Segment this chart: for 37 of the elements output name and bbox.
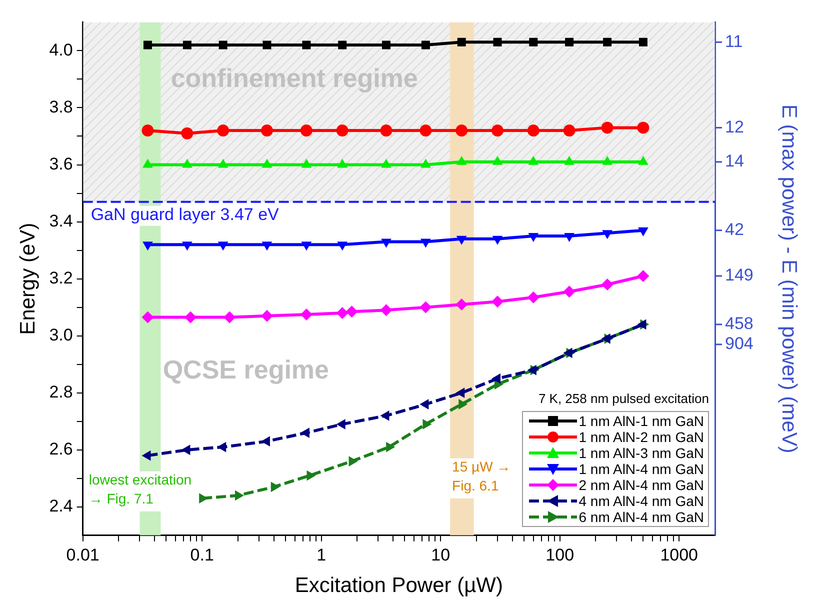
text: 149 xyxy=(725,266,754,285)
y-tick-label: 3.2 xyxy=(49,268,73,288)
legend-label: 1 nm AlN-1 nm GaN xyxy=(578,413,704,430)
y-tick-label: 3.0 xyxy=(49,326,73,345)
legend-label: 2 nm AlN-4 nm GaN xyxy=(578,477,704,494)
ref-line-label: GaN guard layer 3.47 eV xyxy=(90,205,280,224)
band-label: lowest excitation → Fig. 7.1 xyxy=(88,471,192,506)
y-tick-label: 3.4 xyxy=(49,211,73,230)
legend-label: 1 nm AlN-3 nm GaN xyxy=(578,445,704,462)
text: 42 xyxy=(725,220,744,240)
x-tick-label: 10 xyxy=(431,545,450,564)
x-tick-label: 1000 xyxy=(660,545,698,564)
legend-label: 6 nm AlN-4 nm GaN xyxy=(578,509,704,526)
x-tick-label: 0.01 xyxy=(66,545,100,564)
text: 458 xyxy=(725,314,754,334)
x-axis-title: Excitation Power (µW) xyxy=(294,574,503,598)
legend-label: 1 nm AlN-2 nm GaN xyxy=(578,429,704,446)
x-tick-label: 1 xyxy=(316,545,326,564)
x-tick-label: 0.1 xyxy=(190,545,214,564)
legend-label: 1 nm AlN-4 nm GaN xyxy=(578,461,704,478)
y-tick-label: 3.6 xyxy=(49,154,73,174)
annotation: QCSE regime xyxy=(162,354,330,384)
y-tick-label: 2.8 xyxy=(49,382,73,402)
band-label: 15 µW → Fig. 6.1 xyxy=(452,458,511,494)
y-tick-label: 2.4 xyxy=(49,496,73,516)
text: 904 xyxy=(725,334,754,354)
y-tick-label: 4.0 xyxy=(49,40,73,60)
text: 11 xyxy=(725,32,743,51)
x-tick-label: 100 xyxy=(546,545,574,564)
legend-label: 4 nm AlN-4 nm GaN xyxy=(578,493,704,510)
y2-axis-title: E (max power) - E (min power) (meV) xyxy=(778,104,801,454)
y-tick-label: 3.8 xyxy=(49,97,73,116)
text: 14 xyxy=(725,152,744,171)
text: 12 xyxy=(725,117,744,136)
y-tick-label: 2.6 xyxy=(49,440,73,459)
y-axis-title: Energy (eV) xyxy=(16,222,40,335)
legend-title: 7 K, 258 nm pulsed excitation xyxy=(537,391,709,406)
